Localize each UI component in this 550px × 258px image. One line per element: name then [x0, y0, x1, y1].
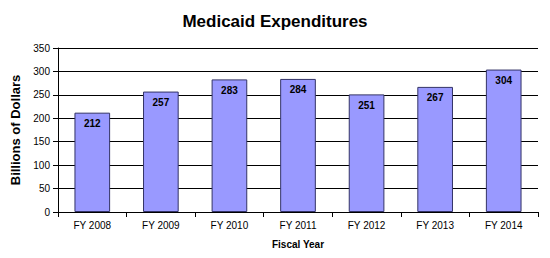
svg-text:0: 0 [44, 207, 50, 218]
svg-text:200: 200 [33, 113, 50, 124]
svg-text:50: 50 [39, 183, 51, 194]
svg-text:350: 350 [33, 43, 50, 54]
svg-text:FY 2014: FY 2014 [485, 220, 523, 231]
svg-text:Medicaid Expenditures: Medicaid Expenditures [182, 12, 367, 31]
svg-text:100: 100 [33, 160, 50, 171]
svg-text:250: 250 [33, 89, 50, 100]
svg-text:300: 300 [33, 66, 50, 77]
svg-text:251: 251 [358, 100, 375, 111]
svg-text:150: 150 [33, 136, 50, 147]
svg-text:FY 2010: FY 2010 [211, 220, 249, 231]
svg-text:FY 2013: FY 2013 [416, 220, 454, 231]
svg-text:257: 257 [153, 97, 170, 108]
svg-text:FY 2008: FY 2008 [73, 220, 111, 231]
svg-text:284: 284 [290, 84, 307, 95]
svg-text:Fiscal Year: Fiscal Year [272, 239, 324, 250]
svg-text:FY 2012: FY 2012 [348, 220, 386, 231]
svg-text:FY 2009: FY 2009 [142, 220, 180, 231]
svg-text:283: 283 [221, 85, 238, 96]
svg-text:Billions of Dollars: Billions of Dollars [8, 75, 23, 186]
svg-text:FY 2011: FY 2011 [280, 220, 317, 231]
svg-text:267: 267 [427, 92, 444, 103]
svg-text:212: 212 [84, 118, 101, 129]
svg-text:304: 304 [495, 75, 512, 86]
